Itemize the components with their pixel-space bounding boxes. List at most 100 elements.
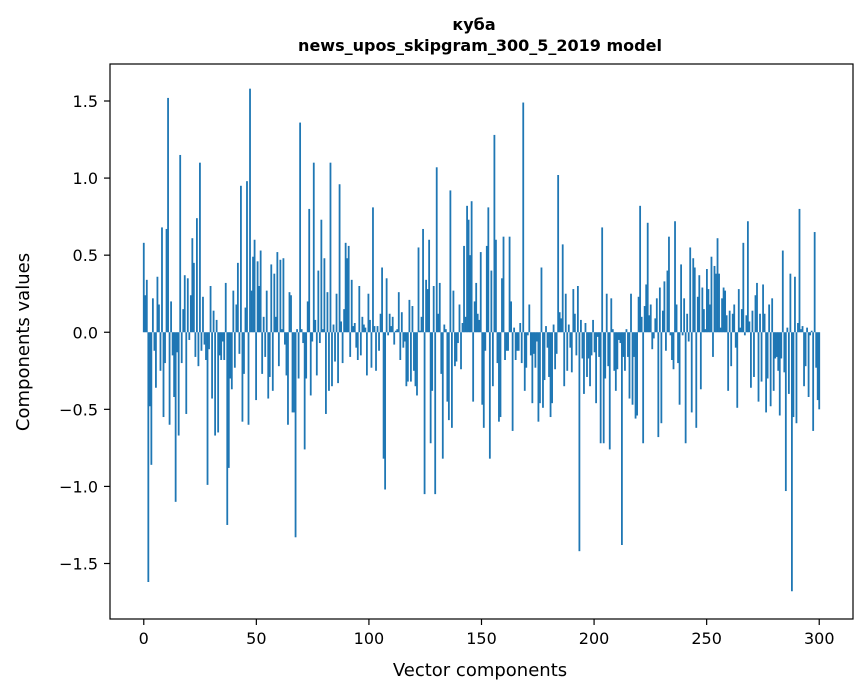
bar [689, 247, 692, 333]
bar [804, 332, 807, 367]
bar [455, 332, 458, 362]
bar [743, 332, 746, 336]
bar [795, 332, 798, 424]
bar [473, 301, 476, 333]
bar [168, 332, 171, 425]
bar [513, 327, 516, 333]
bar [205, 332, 207, 360]
bar [259, 250, 262, 333]
bar [707, 289, 710, 333]
x-tick-label: 200 [579, 629, 610, 648]
bar [716, 238, 719, 333]
bar [156, 276, 159, 333]
bar [202, 296, 204, 333]
bar [587, 332, 590, 359]
bar [584, 323, 587, 333]
bar [648, 315, 651, 333]
bar [675, 304, 678, 333]
bar [452, 290, 455, 333]
x-tick-label: 50 [246, 629, 266, 648]
bar [490, 270, 493, 333]
bar [542, 332, 544, 408]
bar [528, 304, 531, 333]
bar [519, 323, 522, 333]
bar [792, 332, 795, 418]
bar [250, 290, 253, 333]
bar [756, 282, 758, 333]
bar [359, 332, 362, 356]
bar [569, 332, 572, 348]
bar [663, 281, 666, 333]
bar [529, 332, 532, 356]
bar [652, 332, 655, 339]
bar [218, 332, 221, 356]
bar [532, 332, 535, 354]
bar [256, 261, 259, 333]
bar [734, 332, 737, 348]
bar [164, 332, 166, 364]
bar [385, 278, 388, 333]
bar [215, 319, 218, 333]
bar [725, 315, 728, 333]
bar [668, 236, 670, 333]
bar [422, 228, 424, 333]
bar [161, 227, 163, 333]
bar [640, 316, 643, 333]
bar [598, 332, 601, 357]
bar [539, 332, 541, 404]
bar [646, 222, 649, 333]
bar [589, 332, 591, 387]
bar [643, 306, 646, 333]
bar [607, 332, 610, 367]
bar [464, 316, 467, 333]
bar [501, 278, 503, 333]
y-axis-label: Components values [13, 253, 34, 431]
bar [721, 298, 723, 333]
bar [255, 332, 257, 401]
bar [306, 301, 309, 333]
bar [394, 330, 397, 333]
bar [470, 201, 473, 333]
y-tick-label: −0.5 [59, 400, 98, 419]
bar [203, 332, 206, 345]
bar [323, 258, 326, 333]
bar [340, 321, 342, 333]
bar [605, 293, 608, 333]
bar [596, 332, 599, 337]
bar [701, 287, 704, 333]
bar [437, 313, 440, 333]
bar [481, 332, 484, 405]
bar [338, 184, 341, 333]
bar [478, 319, 481, 333]
y-tick-label: −1.5 [59, 555, 98, 574]
bar [548, 332, 550, 377]
bar [750, 332, 752, 388]
bar [783, 332, 786, 373]
bar [373, 326, 376, 333]
bar [454, 332, 456, 367]
bar [305, 332, 308, 379]
bar [189, 295, 192, 333]
bar [731, 313, 734, 333]
bar [645, 284, 648, 333]
plot-frame [109, 63, 854, 620]
bar [402, 332, 405, 348]
bar [604, 332, 607, 379]
bar [406, 332, 409, 382]
bar [408, 299, 411, 333]
bar [715, 273, 717, 333]
bar [601, 227, 604, 333]
bar [564, 293, 567, 333]
y-tick-label: 0.5 [73, 246, 98, 265]
bar [639, 205, 642, 333]
bar [358, 286, 361, 333]
bar [510, 301, 512, 333]
bar [441, 332, 444, 459]
bar [699, 332, 702, 390]
bar [797, 323, 799, 333]
bar [561, 244, 564, 333]
bar [344, 242, 347, 333]
bar [610, 298, 613, 333]
bar [766, 332, 769, 379]
bar [736, 332, 739, 408]
